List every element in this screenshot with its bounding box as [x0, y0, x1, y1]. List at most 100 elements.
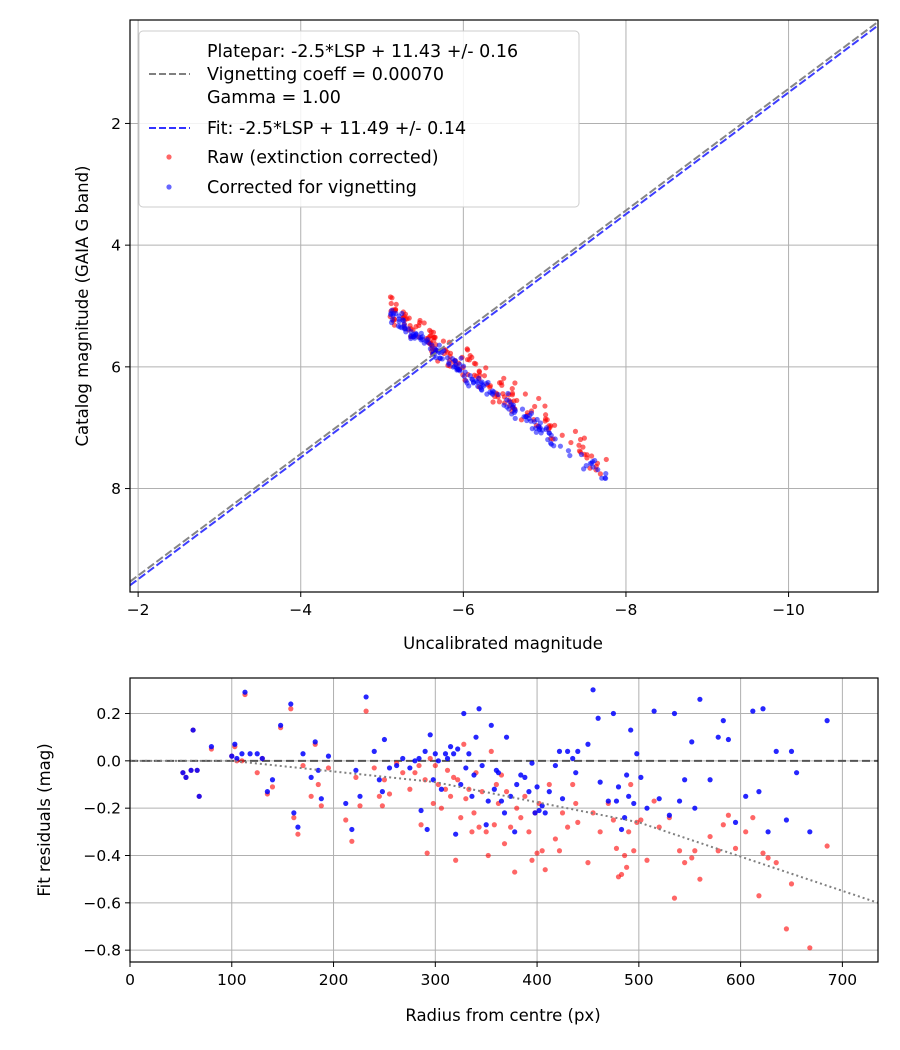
- corrected-point: [413, 330, 419, 337]
- residual-corrected-point: [529, 760, 535, 766]
- corrected-point: [424, 336, 431, 343]
- residual-corrected-point: [552, 762, 558, 769]
- bottom-ticks: 0 100 200 300 400 500 600 700 0.2 0.0 −0.2 −0.4 −0.6…: [83, 705, 857, 989]
- bottom-plot-area: [130, 678, 878, 962]
- residual-corrected-point: [501, 810, 508, 816]
- residual-raw-point: [824, 843, 830, 849]
- residual-raw-point: [671, 895, 678, 901]
- raw-point: [603, 456, 609, 463]
- raw-point: [431, 337, 437, 344]
- residual-raw-point: [613, 845, 620, 852]
- residual-raw-point: [707, 833, 713, 840]
- residual-corrected-point: [765, 829, 771, 835]
- bottom-ylabel: Fit residuals (mag): [35, 743, 54, 896]
- residual-raw-point: [575, 819, 581, 825]
- residual-corrected-point: [442, 751, 449, 757]
- residual-corrected-point: [455, 746, 461, 752]
- raw-point: [576, 442, 582, 448]
- residual-corrected-point: [824, 718, 830, 724]
- raw-point: [532, 403, 538, 410]
- legend-box: [138, 30, 580, 208]
- residual-corrected-point: [194, 767, 200, 773]
- residual-raw-point: [343, 817, 349, 823]
- raw-point: [498, 380, 504, 386]
- legend-marker-raw: [166, 154, 172, 160]
- corrected-point: [393, 310, 399, 316]
- top-series: [130, 21, 878, 587]
- residual-raw-point: [483, 829, 489, 835]
- bottom-ytick-label: 0.2: [96, 705, 121, 723]
- corrected-point: [567, 452, 573, 459]
- residual-corrected-point: [451, 751, 457, 757]
- residual-raw-point: [479, 789, 485, 795]
- residual-corrected-point: [595, 715, 601, 721]
- residual-raw-point: [534, 850, 540, 856]
- corrected-point: [528, 410, 535, 416]
- residual-raw-point: [442, 786, 449, 792]
- corrected-point: [552, 436, 558, 442]
- raw-point: [471, 372, 478, 378]
- residual-raw-point: [493, 781, 499, 788]
- residual-corrected-point: [732, 819, 739, 825]
- residual-raw-point: [325, 765, 332, 771]
- corrected-point: [418, 337, 424, 343]
- residual-corrected-point: [435, 758, 441, 764]
- raw-point: [473, 361, 479, 367]
- residual-raw-point: [469, 829, 475, 835]
- corrected-point: [436, 342, 442, 348]
- residual-raw-point: [610, 817, 617, 823]
- residual-corrected-point: [264, 789, 270, 795]
- residual-corrected-point: [514, 781, 520, 788]
- residual-raw-point: [590, 810, 596, 816]
- residual-corrected-point: [254, 751, 260, 757]
- residual-raw-point: [512, 869, 518, 875]
- residual-corrected-point: [692, 805, 698, 811]
- residual-corrected-point: [526, 789, 532, 795]
- residual-raw-point: [697, 876, 703, 882]
- residual-raw-point: [416, 762, 422, 769]
- raw-point: [511, 398, 517, 404]
- residual-raw-point: [485, 852, 491, 859]
- residual-corrected-point: [288, 701, 294, 707]
- bottom-ytick-label: −0.6: [83, 894, 121, 912]
- residual-raw-point: [732, 845, 739, 852]
- raw-point: [481, 373, 488, 379]
- raw-point: [581, 435, 587, 441]
- residual-raw-point: [750, 815, 756, 821]
- corrected-point: [495, 391, 501, 398]
- corrected-point: [519, 406, 526, 412]
- residual-raw-point: [631, 848, 637, 854]
- raw-point: [536, 395, 542, 402]
- residual-corrected-point: [239, 751, 245, 757]
- corrected-point: [599, 475, 605, 481]
- residual-raw-point: [381, 777, 388, 783]
- residual-raw-point: [656, 824, 662, 830]
- residual-corrected-point: [575, 748, 581, 754]
- raw-point: [476, 369, 482, 375]
- residual-raw-point: [427, 755, 433, 762]
- raw-point: [522, 391, 528, 397]
- residual-corrected-point: [312, 739, 318, 745]
- residual-corrected-point: [542, 810, 548, 816]
- corrected-point: [460, 363, 467, 369]
- residual-corrected-point: [291, 810, 297, 816]
- residual-raw-point: [618, 871, 625, 878]
- top-frame: [129, 19, 879, 593]
- residual-raw-point: [552, 836, 558, 842]
- residual-corrected-point: [363, 694, 369, 700]
- residual-raw-point: [491, 822, 497, 828]
- residual-corrected-point: [503, 734, 510, 740]
- residual-raw-point: [539, 848, 545, 854]
- residual-corrected-point: [343, 800, 349, 807]
- residual-corrected-point: [626, 793, 632, 799]
- corrected-point: [476, 375, 482, 381]
- residual-corrected-point: [466, 751, 472, 757]
- residual-corrected-point: [656, 796, 662, 802]
- residual-corrected-point: [269, 777, 276, 783]
- residual-raw-point: [526, 829, 532, 835]
- corrected-point: [408, 333, 414, 340]
- residual-corrected-point: [180, 770, 186, 776]
- residual-corrected-point: [278, 722, 284, 728]
- residual-raw-point: [621, 852, 628, 859]
- residual-raw-point: [692, 848, 698, 854]
